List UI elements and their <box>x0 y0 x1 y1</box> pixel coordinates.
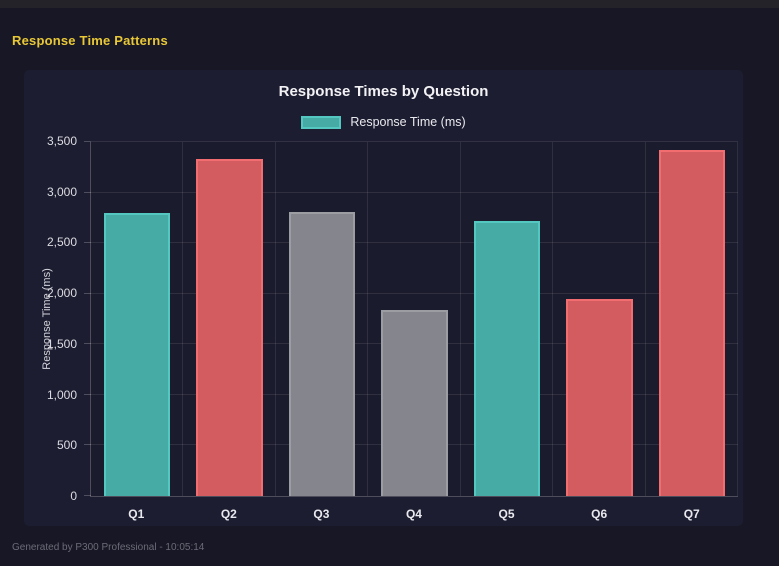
v-gridline <box>459 142 461 496</box>
legend-label: Response Time (ms) <box>350 115 466 129</box>
footer-text: Generated by P300 Professional - 10:05:1… <box>12 542 205 553</box>
bar-q5[interactable] <box>473 220 541 496</box>
y-tick-label: 3,500 <box>46 134 77 148</box>
h-gridline <box>91 191 738 193</box>
chart-title: Response Times by Question <box>278 83 489 100</box>
chart-panel: Response Times by Question Response Time… <box>24 70 743 526</box>
h-gridline <box>91 242 738 244</box>
y-tick-mark <box>84 444 91 446</box>
bar-q3[interactable] <box>288 211 356 496</box>
bar-q6[interactable] <box>566 298 633 496</box>
x-tick-label-q2: Q2 <box>220 507 237 521</box>
y-tick-label: 0 <box>70 489 77 503</box>
x-tick-label-q6: Q6 <box>591 507 608 521</box>
x-tick-label-q1: Q1 <box>128 507 145 521</box>
bar-q1[interactable] <box>103 212 171 496</box>
v-gridline <box>552 142 554 496</box>
header-title: Response Time Patterns <box>12 33 168 48</box>
y-tick-label: 1,500 <box>46 336 77 351</box>
window-top-strip <box>0 0 779 8</box>
x-tick-label-q5: Q5 <box>498 507 515 521</box>
y-tick-mark <box>84 242 91 244</box>
x-tick-label-q3: Q3 <box>313 507 330 521</box>
y-tick-mark <box>84 292 91 294</box>
v-gridline <box>737 142 738 496</box>
v-gridline <box>274 142 276 496</box>
h-gridline <box>91 292 738 294</box>
x-axis-labels: Q1 Q2 Q3 Q4 Q5 Q6 Q7 <box>90 507 738 525</box>
plot-area <box>84 141 738 497</box>
y-tick-label: 3,000 <box>46 184 77 199</box>
x-tick-label-q4: Q4 <box>405 507 422 521</box>
y-tick-label: 2,000 <box>46 286 77 301</box>
y-tick-label: 500 <box>56 438 77 453</box>
bar-q2[interactable] <box>196 159 263 496</box>
v-gridline <box>367 142 369 496</box>
legend-item-response-time[interactable]: Response Time (ms) <box>24 115 743 129</box>
v-gridline <box>644 142 646 496</box>
h-gridline <box>91 141 738 142</box>
y-tick-mark <box>84 141 91 142</box>
v-gridline <box>182 142 184 496</box>
y-tick-mark <box>84 393 91 395</box>
y-tick-mark <box>84 343 91 345</box>
y-axis-labels: 0 500 1,000 1,500 2,000 2,500 3,000 3,500 <box>24 135 80 503</box>
x-tick-label-q7: Q7 <box>683 507 700 521</box>
bar-q4[interactable] <box>381 309 448 496</box>
y-tick-label: 2,500 <box>46 235 77 250</box>
y-tick-mark <box>84 495 91 496</box>
bar-q7[interactable] <box>658 150 726 496</box>
legend-swatch <box>301 115 342 129</box>
y-tick-mark <box>84 191 91 193</box>
y-tick-label: 1,000 <box>46 387 77 402</box>
